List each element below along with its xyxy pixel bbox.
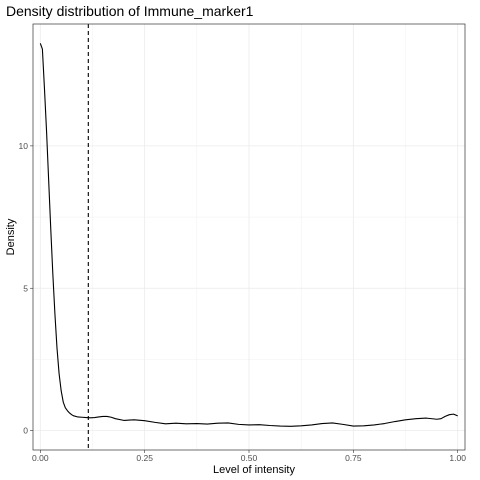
x-tick-label: 0.25 (136, 453, 153, 463)
density-curve (39, 43, 458, 427)
x-tick-label: 0.75 (345, 453, 362, 463)
x-axis-ticks: 0.00 0.25 0.50 0.75 1.00 (32, 450, 466, 463)
y-tick-label: 10 (19, 141, 29, 151)
x-axis-title: Level of intensity (213, 464, 295, 476)
x-tick-label: 0.00 (32, 453, 49, 463)
chart-title: Density distribution of Immune_marker1 (6, 3, 254, 19)
major-gridlines (33, 24, 465, 450)
y-tick-label: 5 (23, 283, 28, 293)
x-tick-label: 1.00 (449, 453, 466, 463)
y-axis-title: Density (5, 218, 17, 255)
y-tick-label: 0 (23, 426, 28, 436)
x-tick-label: 0.50 (241, 453, 258, 463)
y-axis-ticks: 0 5 10 (19, 141, 33, 436)
density-layer (39, 43, 458, 427)
